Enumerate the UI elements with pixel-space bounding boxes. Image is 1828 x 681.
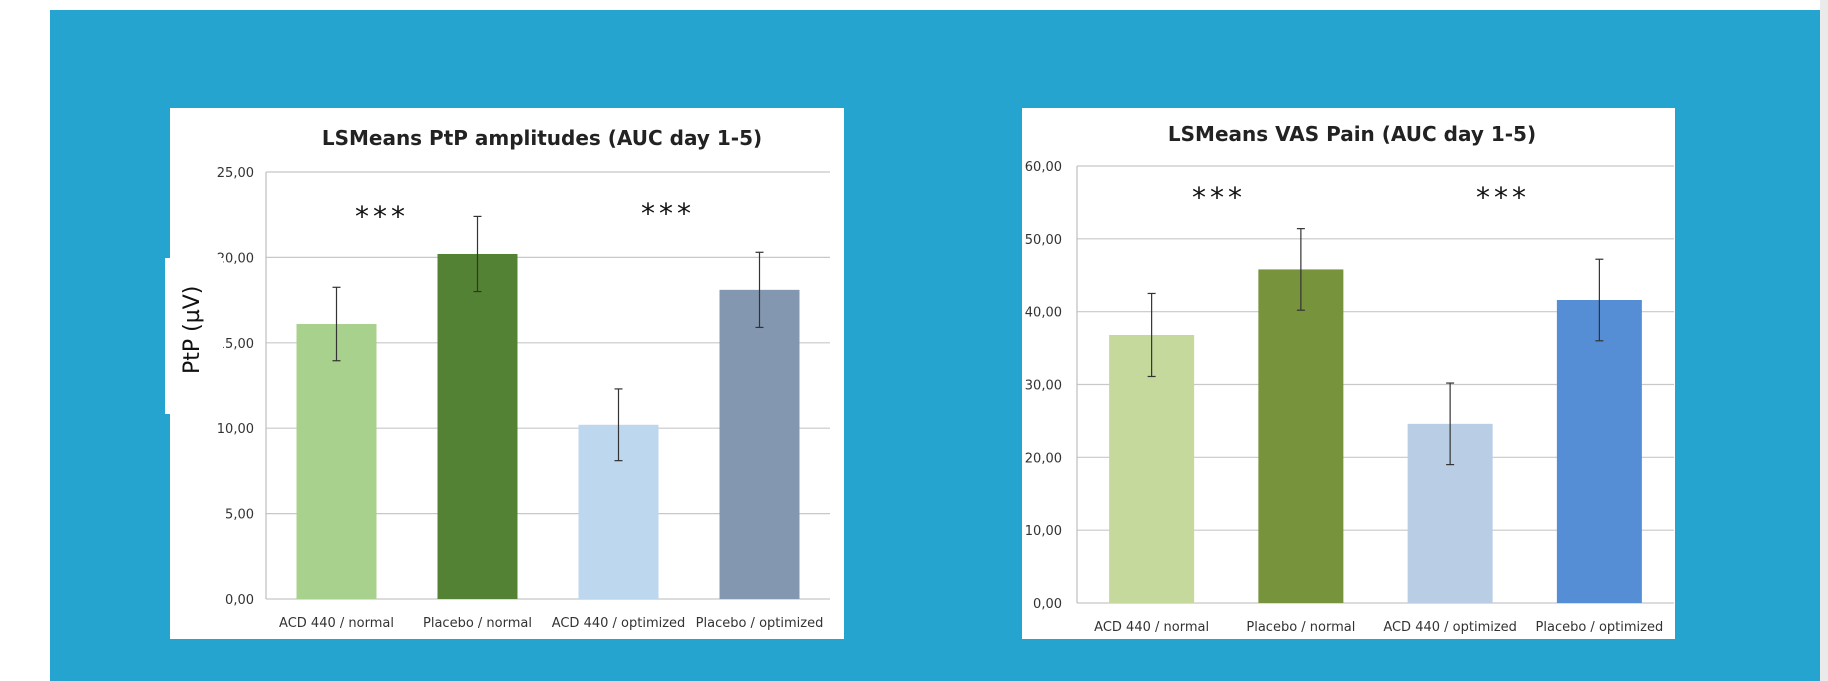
x-category-label: ACD 440 / optimized [552, 616, 686, 631]
chart-ptp-svg: LSMeans PtP amplitudes (AUC day 1-5) 0,00… [217, 126, 830, 631]
x-category-label: Placebo / optimized [696, 616, 824, 631]
y-tick-label: 10,00 [217, 422, 254, 437]
right-edge-strip [1820, 0, 1828, 681]
ylabel-box-ptp [165, 258, 223, 414]
y-tick-label: 50,00 [1025, 233, 1062, 248]
significance-stars-1: *** [355, 200, 409, 233]
x-category-label: Placebo / optimized [1536, 620, 1664, 635]
chart-vas-pain: LSMeans VAS Pain (AUC day 1-5) 0,00 10,00 2… [1022, 108, 1675, 639]
significance-stars-4: *** [1476, 181, 1530, 214]
y-tick-label: 0,00 [225, 593, 254, 608]
bar [1556, 300, 1642, 603]
bar [296, 324, 377, 599]
y-tick-label: 0,00 [1033, 597, 1062, 612]
significance-stars-3: *** [1192, 181, 1246, 214]
x-category-label: ACD 440 / normal [1094, 620, 1209, 635]
significance-stars-2: *** [641, 197, 695, 230]
bar [1258, 269, 1344, 603]
bar [719, 289, 800, 599]
y-tick-label: 60,00 [1025, 160, 1062, 175]
y-tick-label: 5,00 [225, 508, 254, 523]
chart-ptp-amplitudes: LSMeans PtP amplitudes (AUC day 1-5) 0,00… [170, 108, 844, 639]
y-tick-label: 25,00 [217, 166, 254, 181]
y-tick-label: 40,00 [1025, 306, 1062, 321]
bar [1109, 334, 1195, 603]
y-tick-label: 20,00 [1025, 451, 1062, 466]
y-tick-label: 10,00 [1025, 524, 1062, 539]
x-category-label: ACD 440 / normal [279, 616, 394, 631]
y-tick-label: 20,00 [217, 251, 254, 266]
x-category-label: ACD 440 / optimized [1383, 620, 1517, 635]
x-category-label: Placebo / normal [1246, 620, 1355, 635]
chart-title: LSMeans VAS Pain (AUC day 1-5) [1168, 122, 1536, 146]
y-axis-label-ptp: PtP (µV) [180, 285, 205, 374]
y-tick-label: 15,00 [217, 337, 254, 352]
chart-vas-svg: LSMeans VAS Pain (AUC day 1-5) 0,00 10,00 2… [1025, 122, 1674, 635]
x-category-label: Placebo / normal [423, 616, 532, 631]
bar [437, 253, 518, 599]
chart-title: LSMeans PtP amplitudes (AUC day 1-5) [322, 126, 762, 150]
y-tick-label: 30,00 [1025, 379, 1062, 394]
